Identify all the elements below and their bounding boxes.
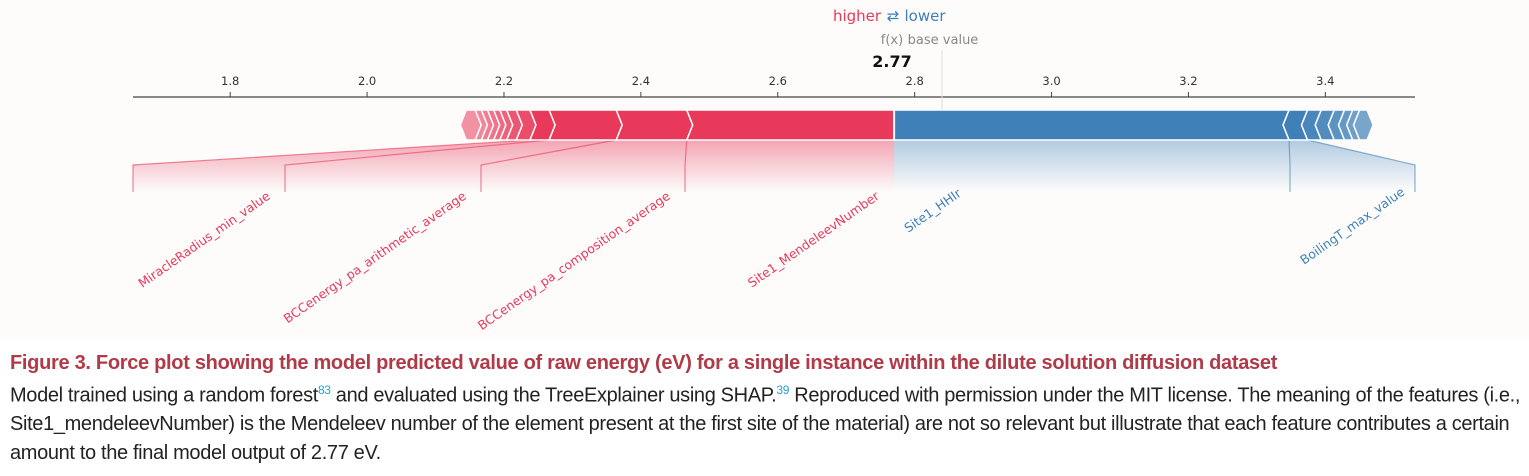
- feature-label: Site1_MendeleevNumber: [745, 188, 883, 291]
- feature-link-line: [132, 139, 531, 192]
- output-value: 2.77: [872, 52, 911, 71]
- caption-title: Figure 3. Force plot showing the model p…: [10, 352, 1278, 374]
- base-value-label: base value: [908, 33, 979, 48]
- feature-link-line: [284, 139, 550, 192]
- feature-link-area: [481, 140, 687, 192]
- caption-text-3: Reproduced with permission under the MIT…: [10, 384, 1521, 464]
- caption-text-1: Model trained using a random forest: [10, 384, 318, 407]
- positive-force-segment: [615, 109, 694, 141]
- tick-label: 3.2: [1179, 74, 1197, 88]
- caption-text-2: and evaluated using the TreeExplainer us…: [330, 384, 777, 407]
- feature-label: MiracleRadius_min_value: [135, 188, 273, 291]
- feature-label: BCCenergy_pa_arithmetic_average: [281, 188, 469, 326]
- legend-higher: higher: [833, 7, 882, 25]
- x-axis: 1.8 2.0 2.2 2.4 2.6 2.8 3.0 3.2 3.4: [133, 50, 1415, 110]
- force-bars: [459, 109, 1374, 141]
- force-plot: higher ⇄ lower f(x) base value 2.77 1.8 2…: [132, 7, 1416, 334]
- tick-label: 2.6: [769, 74, 787, 88]
- feature-link-area: [1289, 140, 1415, 192]
- feature-labels: MiracleRadius_min_value BCCenergy_pa_arit…: [135, 184, 1407, 333]
- feature-link-area: [894, 140, 1290, 192]
- feature-link-line: [480, 139, 617, 192]
- negative-force-segment: [893, 109, 1291, 141]
- feature-link-line: [1307, 139, 1416, 192]
- figure-caption: Figure 3. Force plot showing the model p…: [10, 350, 1529, 467]
- feature-link-area: [133, 140, 550, 192]
- positive-force-segment: [685, 109, 895, 141]
- feature-link-line: [684, 139, 688, 192]
- feature-label: BoilingT_max_value: [1297, 184, 1407, 268]
- tick-label: 3.4: [1316, 74, 1334, 88]
- tick-label: 2.4: [632, 74, 650, 88]
- positive-force-segment: [548, 109, 624, 141]
- tick-label: 2.2: [495, 74, 513, 88]
- tick-label: 2.8: [906, 74, 924, 88]
- tick-label: 2.0: [358, 74, 376, 88]
- legend-arrows-icon: ⇄: [887, 7, 900, 25]
- feature-label: BCCenergy_pa_composition_average: [475, 188, 673, 333]
- fx-label: f(x): [881, 33, 903, 48]
- reference-83-link[interactable]: 83: [317, 383, 331, 397]
- caption-body: Model trained using a random forest83 an…: [10, 376, 1529, 467]
- force-plot-svg: higher ⇄ lower f(x) base value 2.77 1.8 2…: [132, 7, 1416, 333]
- feature-links: [132, 139, 1416, 192]
- reference-39-link[interactable]: 39: [776, 383, 790, 397]
- tick-label: 3.0: [1042, 74, 1060, 88]
- negative-force-segment: [1352, 109, 1374, 141]
- legend-lower: lower: [904, 7, 946, 25]
- feature-link-area: [685, 140, 895, 192]
- feature-link-area: [285, 140, 617, 192]
- tick-label: 1.8: [221, 74, 239, 88]
- feature-label: Site1_HHIr: [901, 185, 964, 236]
